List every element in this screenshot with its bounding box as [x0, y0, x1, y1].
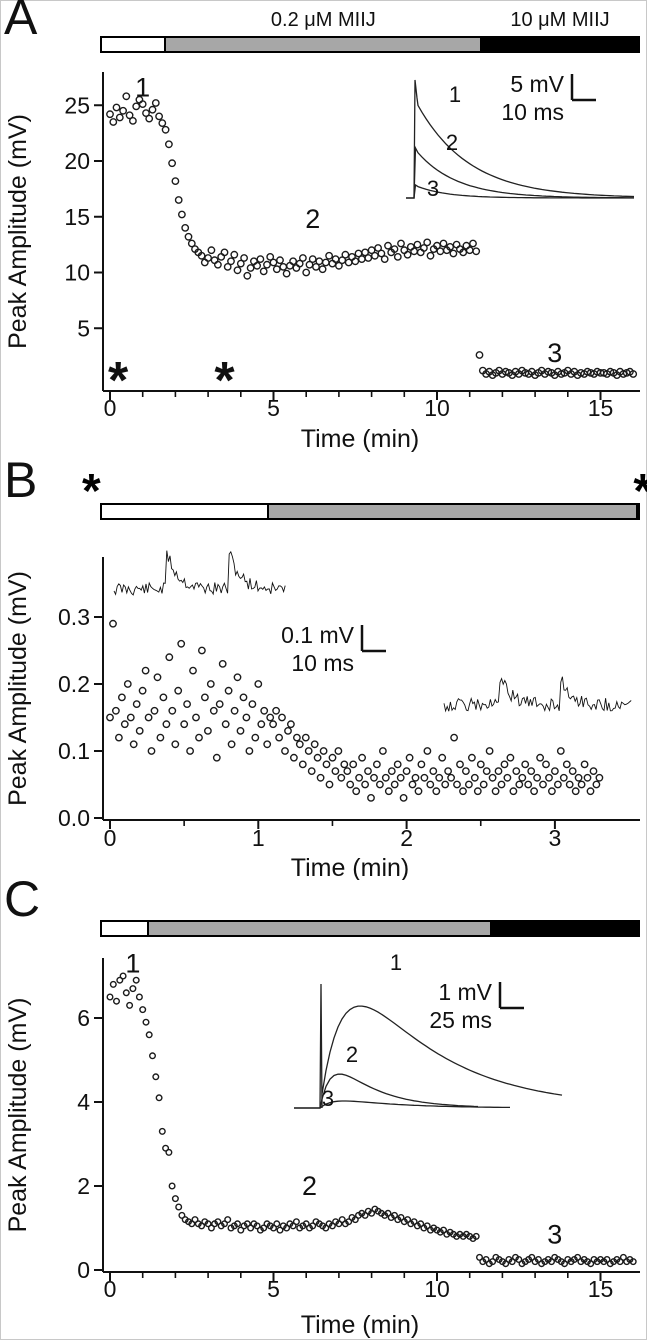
chart-text: 0	[104, 1276, 117, 1302]
inset-trace	[294, 1100, 510, 1109]
chart-text: 4	[77, 1089, 90, 1115]
condition-segment	[102, 922, 150, 935]
chart-text: Time (min)	[301, 1311, 420, 1339]
inset-trace	[294, 983, 563, 1109]
plot-a: 5 10 15 20 25 0 5 10 15 Time (min) Peak Amplitude …	[4, 71, 640, 453]
chart-text: 1	[125, 948, 140, 978]
inset-trace	[113, 550, 286, 596]
asterisk-marker: *	[82, 465, 101, 518]
chart-text: Peak Amplitude (mV)	[4, 114, 32, 349]
condition-segment	[269, 505, 638, 518]
condition-segment	[481, 38, 638, 51]
chart-text: 0.3	[58, 604, 90, 630]
chart-text: 0	[104, 395, 117, 421]
chart-text: *	[108, 352, 129, 410]
chart-text: 0.2	[58, 671, 90, 697]
scatter-points	[106, 972, 637, 1268]
inset-trace	[406, 183, 634, 199]
inset-trace	[443, 676, 632, 713]
chart-text: 2	[400, 825, 413, 851]
chart-text: Time (min)	[301, 425, 420, 453]
chart-text: 3	[427, 176, 439, 201]
chart-text: Peak Amplitude (mV)	[4, 998, 32, 1233]
chart-text: 10 ms	[501, 99, 564, 125]
chart-text: 3	[322, 1086, 334, 1111]
chart-text: 5	[77, 315, 90, 341]
panel-c: C 0 2 4 6 0 5 10 15 Time (min) Peak Amplitude (mV…	[0, 874, 647, 1340]
chart-text: 15	[588, 1276, 614, 1302]
chart-text: 1 mV	[438, 979, 492, 1005]
chart-text: 10 ms	[291, 650, 354, 676]
chart-text: 0.0	[58, 805, 90, 831]
panel-b-letter: B	[4, 452, 38, 508]
condition-bar-a: 0.2 μM MIIJ 10 μM MIIJ	[100, 9, 640, 53]
chart-text: 15	[64, 204, 90, 230]
panel-a-letter: A	[4, 0, 38, 45]
asterisk-marker: *	[633, 468, 647, 516]
condition-segment	[492, 922, 638, 935]
condition-segment	[102, 505, 270, 518]
plot-b: 0.0 0.1 0.2 0.3 0 1 2 3 Time (min) Peak Amplitude…	[4, 550, 640, 880]
inset-trace	[294, 1073, 479, 1109]
chart-text: 1	[390, 950, 402, 975]
panel-a: A 0.2 μM MIIJ 10 μM MIIJ 5 10 15 20 25 0 5 10 15 T…	[0, 0, 647, 455]
chart-text: 3	[549, 825, 562, 851]
chart-text: 2	[446, 130, 458, 155]
chart-text: 20	[64, 148, 90, 174]
chart-text: 5	[267, 395, 280, 421]
chart-text: 25 ms	[429, 1007, 492, 1033]
chart-text: 10	[424, 1276, 450, 1302]
condition-bar-b: **	[82, 468, 647, 520]
chart-text: 1	[135, 72, 150, 102]
chart-text: 1	[449, 82, 461, 107]
panel-c-letter: C	[4, 871, 41, 927]
inset-trace	[406, 145, 634, 199]
chart-text: 0.1 mV	[281, 622, 355, 648]
chart-text: 2	[305, 204, 320, 234]
chart-text: Time (min)	[291, 854, 410, 880]
condition-bar-c	[100, 920, 640, 937]
chart-text: 1	[252, 825, 265, 851]
chart-text: 3	[547, 1219, 562, 1249]
chart-text: 6	[77, 1005, 90, 1031]
chart-text: 5 mV	[510, 71, 564, 97]
chart-text: 2	[346, 1042, 358, 1067]
plot-c: 0 2 4 6 0 5 10 15 Time (min) Peak Amplitude (mV) 1…	[4, 948, 640, 1339]
chart-text: *	[214, 352, 235, 410]
condition-bar-label: 0.2 μM MIIJ	[270, 9, 376, 31]
scatter-points	[106, 92, 638, 379]
chart-text: 10	[424, 395, 450, 421]
chart-text: 3	[547, 338, 562, 368]
chart-text: 0	[77, 1257, 90, 1283]
chart-text: 0	[104, 825, 117, 851]
condition-bar-label: 10 μM MIIJ	[510, 9, 610, 31]
chart-text: 15	[588, 395, 614, 421]
chart-text: 2	[302, 1171, 317, 1201]
chart-text: Peak Amplitude (mV)	[4, 571, 32, 806]
inset-trace	[406, 79, 635, 199]
chart-text: 5	[267, 1276, 280, 1302]
chart-text: 10	[64, 260, 90, 286]
condition-segment	[149, 922, 493, 935]
chart-text: 2	[77, 1173, 90, 1199]
chart-text: 0.1	[58, 738, 90, 764]
scatter-points	[106, 619, 604, 802]
chart-text: 25	[64, 92, 90, 118]
condition-segment	[102, 38, 166, 51]
condition-segment	[166, 38, 482, 51]
